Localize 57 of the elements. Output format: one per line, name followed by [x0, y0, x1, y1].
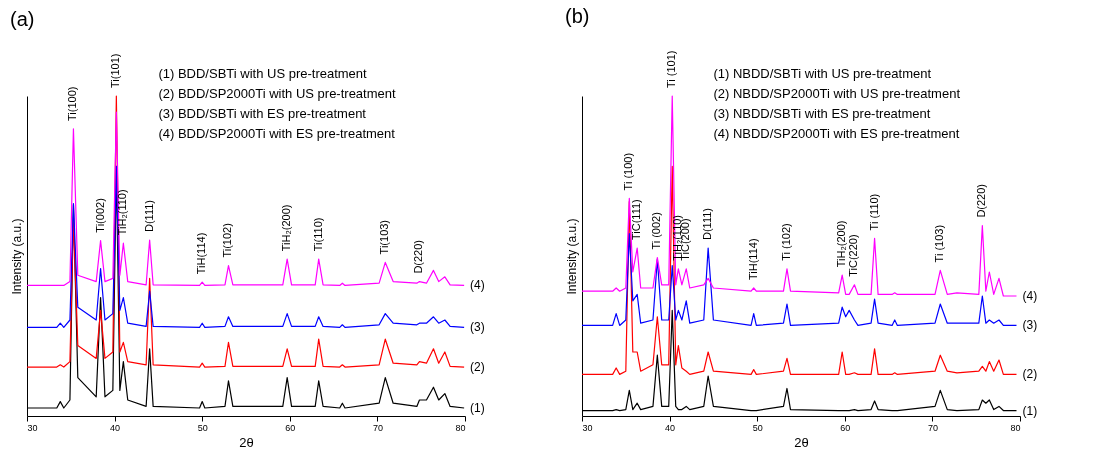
annotation: Ti (102)	[779, 223, 792, 261]
annotation: (3) NBDD/SBTi with ES pre-treatment	[713, 106, 931, 121]
chart-title: (a)	[10, 7, 35, 30]
series-label: (1)	[1022, 403, 1038, 418]
annotation: (2) BDD/SP2000Ti with US pre-treatment	[158, 86, 396, 101]
x-tick-label: 60	[285, 422, 296, 433]
annotation: Ti(103)	[378, 219, 391, 255]
annotation: D(111)	[142, 200, 155, 232]
annotation: TiC(111)	[630, 199, 643, 240]
series-label: (2)	[1022, 367, 1038, 382]
y-axis-title: Intensity (a.u.)	[564, 218, 579, 295]
series-label: (1)	[470, 401, 485, 415]
annotation: (4) BDD/SP2000Ti with ES pre-treatment	[158, 126, 396, 141]
x-tick-label: 80	[455, 422, 466, 433]
x-tick-label: 50	[752, 422, 763, 433]
annotation: Ti(101)	[109, 53, 122, 88]
x-tick-label: 40	[665, 422, 676, 433]
annotation: Ti(110)	[311, 217, 324, 252]
annotation: D(220)	[412, 239, 425, 274]
x-tick-label: 30	[582, 422, 593, 433]
text: (1) BDD/SBTi with US pre-treatment	[158, 66, 368, 81]
series-label: (3)	[470, 320, 485, 335]
x-tick-label: 70	[372, 422, 383, 433]
series-label: (4)	[1022, 289, 1038, 303]
annotation: (3) BDD/SBTi with ES pre-treatment	[158, 106, 367, 121]
annotation: (2) NBDD/SP2000Ti with US pre-treatment	[713, 86, 961, 101]
annotation: TiH₂(200)	[835, 220, 848, 268]
y-axis-title: Intensity (a.u.)	[9, 218, 24, 295]
x-tick-label: 40	[110, 422, 121, 433]
annotation: TiH(114)	[746, 238, 759, 280]
annotation: (4) NBDD/SP2000Ti with ES pre-treatment	[713, 126, 960, 141]
annotation: D(220)	[975, 183, 988, 218]
series-label: (3)	[1022, 318, 1038, 333]
annotation: Ti (002)	[650, 212, 663, 250]
x-axis-title: 2θ	[239, 434, 254, 450]
annotation: TiC(220)	[847, 234, 860, 277]
x-tick-label: 30	[27, 422, 38, 433]
x-tick-label: 60	[840, 422, 851, 433]
x-tick-label: 70	[927, 422, 938, 433]
annotation: Ti (103)	[933, 224, 946, 263]
annotation: Ti (100)	[622, 152, 635, 191]
x-tick-label: 50	[197, 422, 208, 433]
x-tick-label: 80	[1010, 422, 1021, 433]
annotation: Ti (101)	[665, 50, 678, 88]
series-label: (4)	[470, 278, 485, 293]
annotation: Ti (110)	[867, 193, 880, 231]
text: (1) NBDD/SBTi with US pre-treatment	[713, 66, 932, 81]
annotation: TiH₂(110)	[116, 189, 129, 236]
annotation: TiH₂(200)	[280, 204, 293, 252]
annotation: D(111)	[701, 208, 714, 240]
series-label: (2)	[470, 360, 485, 375]
x-axis-title: 2θ	[794, 434, 809, 450]
annotation: Ti(002)	[93, 198, 106, 233]
chart-title: (b)	[565, 4, 590, 27]
annotation: Ti(100)	[66, 86, 79, 121]
annotation: TiH(114)	[195, 232, 208, 275]
annotation: Ti(102)	[221, 223, 234, 258]
